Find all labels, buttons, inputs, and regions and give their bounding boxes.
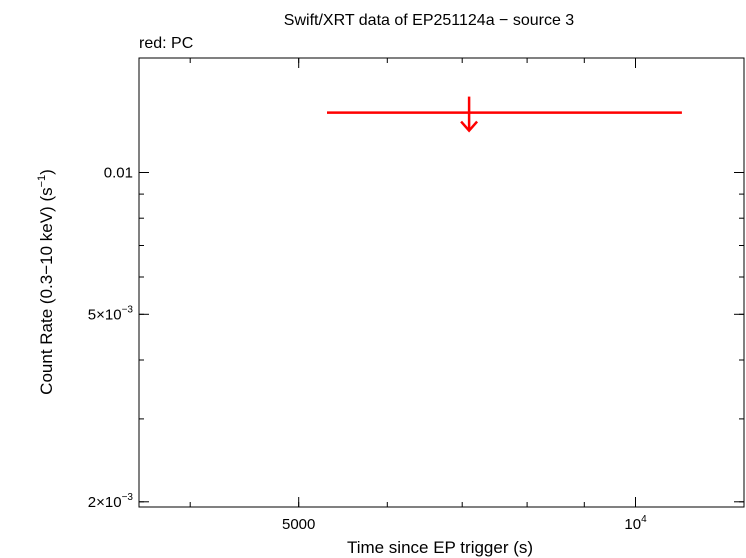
upper-limit-arrow-head: [460, 120, 479, 133]
x-tick-label-exponent: 4: [641, 514, 647, 525]
series-layer: [327, 96, 682, 133]
y-tick-label: 2×10−3: [88, 492, 134, 511]
data-point-upper-limit: [327, 96, 682, 133]
y-axis-label-tail: ): [37, 169, 56, 175]
x-axis-label: Time since EP trigger (s): [347, 538, 533, 557]
plot-frame: [138, 57, 745, 508]
x-tick-label: 5000: [282, 516, 315, 533]
chart-title: Swift/XRT data of EP251124a − source 3: [284, 12, 575, 29]
y-tick-label-base: 5×10: [88, 306, 122, 323]
y-tick-label-base: 0.01: [104, 165, 133, 182]
y-tick-label: 0.01: [104, 165, 133, 182]
x-axis-ticks: 5000 104: [282, 58, 647, 533]
y-axis-label-exponent: −1: [36, 175, 48, 188]
minor-ticks: [139, 58, 744, 507]
x-tick-label: 104: [624, 514, 647, 533]
y-tick-label-base: 2×10: [88, 494, 122, 511]
y-tick-label-exponent: −3: [122, 304, 134, 315]
y-tick-label-exponent: −3: [122, 492, 134, 503]
y-axis-label-main: Count Rate (0.3−10 keV) (s: [37, 187, 56, 394]
y-axis-ticks: 0.015×10−32×10−3: [88, 165, 744, 511]
chart-subtitle: red: PC: [139, 35, 193, 52]
y-axis-label: Count Rate (0.3−10 keV) (s−1): [36, 169, 56, 395]
x-tick-label-base: 5000: [282, 516, 315, 533]
x-tick-label-base: 10: [624, 516, 641, 533]
y-tick-label: 5×10−3: [88, 304, 134, 323]
